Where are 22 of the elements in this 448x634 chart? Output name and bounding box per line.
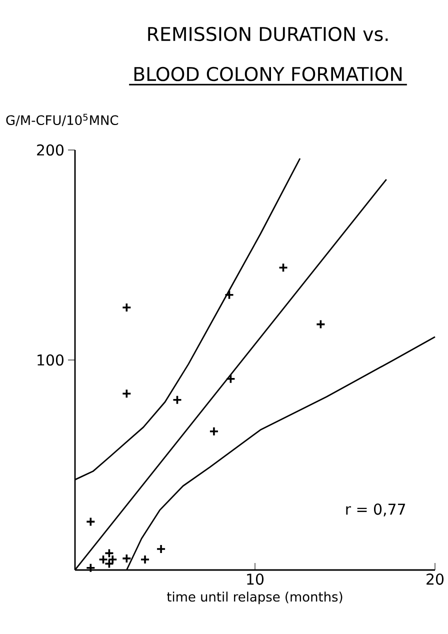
x-tick-label: 20: [426, 574, 444, 585]
x-tick-label: 10: [247, 574, 264, 585]
y-tick-label: 200: [37, 144, 64, 156]
point: [278, 262, 288, 272]
point: [122, 388, 132, 398]
chart-subtitle: BLOOD COLONY FORMATION: [134, 66, 402, 82]
point: [86, 562, 96, 573]
point: [172, 394, 182, 405]
point: [140, 554, 150, 564]
point: [226, 374, 236, 384]
y-tick-label: 100: [38, 354, 64, 366]
point: [122, 554, 132, 564]
point: [156, 544, 166, 554]
point: [224, 290, 234, 300]
point: [209, 426, 219, 436]
y-axis-title: G/M-CFU/10$^{5}$MNC: [6, 114, 118, 126]
chart-title: REMISSION DURATION vs.: [148, 26, 388, 42]
point: [86, 516, 96, 527]
annotation: r = 0,77: [346, 504, 406, 516]
point: [122, 302, 132, 312]
point: [316, 319, 326, 330]
x-axis-title: time until relapse (months): [167, 592, 342, 604]
